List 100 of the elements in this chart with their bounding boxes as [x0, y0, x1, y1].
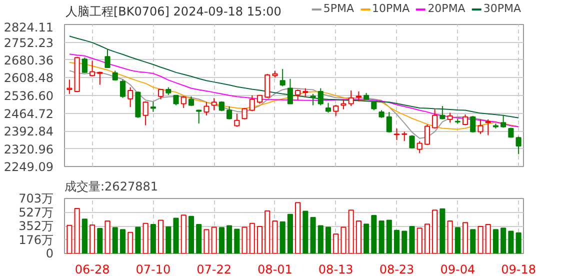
candlestick — [356, 90, 362, 102]
x-tick-label: 06-28 — [74, 262, 110, 276]
bar — [378, 220, 384, 254]
candlestick — [478, 118, 484, 134]
candlestick — [500, 114, 506, 128]
bar — [196, 224, 202, 254]
candlestick — [318, 88, 324, 106]
bar — [280, 221, 286, 254]
candlestick — [440, 106, 446, 120]
bar — [302, 210, 308, 254]
y-tick-label: 0 — [46, 246, 54, 260]
bar — [120, 229, 126, 254]
bar — [325, 226, 332, 254]
bar — [66, 224, 72, 254]
y-tick-label: 2824.11 — [4, 20, 54, 34]
bar — [432, 210, 438, 254]
x-tick-label: 08-01 — [258, 262, 292, 276]
candlestick — [120, 79, 126, 98]
bar — [242, 226, 248, 254]
candlestick — [280, 68, 286, 87]
y-tick-label: 176万 — [18, 232, 54, 247]
bar — [180, 214, 186, 254]
bar — [386, 220, 392, 254]
bar — [204, 229, 210, 254]
bar — [447, 220, 453, 254]
bar — [104, 220, 110, 254]
x-tick-label: 08-13 — [318, 262, 354, 276]
candlestick — [462, 114, 468, 126]
candlestick — [333, 104, 339, 116]
bar — [188, 216, 194, 254]
bar — [166, 226, 172, 254]
y-tick-label: 352万 — [18, 219, 54, 233]
legend-label: 10PMA — [372, 2, 410, 15]
candlestick — [516, 136, 522, 155]
candlestick — [325, 102, 332, 114]
bar — [158, 220, 164, 254]
bar — [295, 202, 301, 254]
x-tick-label: 09-04 — [440, 262, 476, 276]
bar — [440, 208, 446, 254]
candlestick — [90, 60, 96, 77]
x-tick-label: 07-10 — [136, 262, 171, 276]
y-tick-label: 2392.84 — [4, 124, 54, 138]
bar — [82, 218, 88, 254]
y-tick-label: 2249.09 — [4, 160, 54, 174]
bar — [128, 232, 134, 254]
bar — [90, 224, 96, 254]
chart-title: 人脑工程[BK0706] 2024-09-18 15:00 — [65, 4, 282, 18]
candlestick — [348, 90, 354, 107]
bar — [492, 229, 498, 254]
legend-label: 30PMA — [483, 2, 521, 15]
x-tick-label: 09-18 — [501, 262, 536, 276]
bar — [226, 225, 232, 254]
x-tick-label: 08-23 — [379, 262, 414, 276]
line-series — [68, 36, 520, 118]
candlestick — [180, 96, 186, 108]
bar — [470, 229, 476, 254]
x-tick-label: 07-22 — [196, 262, 232, 276]
bar — [356, 220, 362, 254]
y-tick-label: 2608.48 — [4, 71, 54, 86]
candlestick — [234, 113, 240, 128]
bar — [409, 226, 415, 254]
candlestick — [211, 98, 217, 111]
bar — [348, 210, 354, 254]
candlestick — [470, 115, 476, 133]
candlestick — [447, 112, 453, 124]
y-tick-label: 527万 — [18, 205, 54, 220]
bar — [318, 225, 324, 254]
bar — [256, 226, 263, 254]
bar — [287, 214, 293, 254]
candlestick — [416, 140, 422, 154]
candlestick — [66, 79, 72, 94]
bar — [249, 222, 255, 254]
candlestick — [264, 73, 270, 98]
candlestick — [295, 88, 301, 101]
candlestick — [82, 57, 88, 74]
bar — [394, 230, 400, 254]
bar — [402, 230, 408, 254]
candlestick — [128, 86, 134, 108]
bar — [416, 228, 422, 254]
bar — [173, 218, 179, 254]
bar — [462, 222, 468, 254]
candlestick — [142, 100, 148, 126]
candlestick — [485, 118, 491, 136]
bar — [272, 220, 278, 254]
candlestick — [386, 111, 392, 133]
bar — [478, 226, 484, 254]
bar — [500, 228, 506, 254]
y-tick-label: 2752.23 — [4, 36, 54, 50]
candlestick — [104, 48, 110, 68]
bar — [454, 227, 460, 254]
y-tick-label: 2536.60 — [4, 89, 54, 103]
legend-label: 5PMA — [323, 2, 354, 15]
bar — [135, 226, 141, 254]
bar — [264, 210, 270, 254]
candlestick — [409, 134, 415, 149]
candlestick — [249, 94, 255, 112]
bar — [333, 233, 339, 254]
candlestick — [204, 102, 210, 116]
candlestick — [150, 102, 156, 112]
y-tick-label: 703万 — [18, 192, 54, 206]
